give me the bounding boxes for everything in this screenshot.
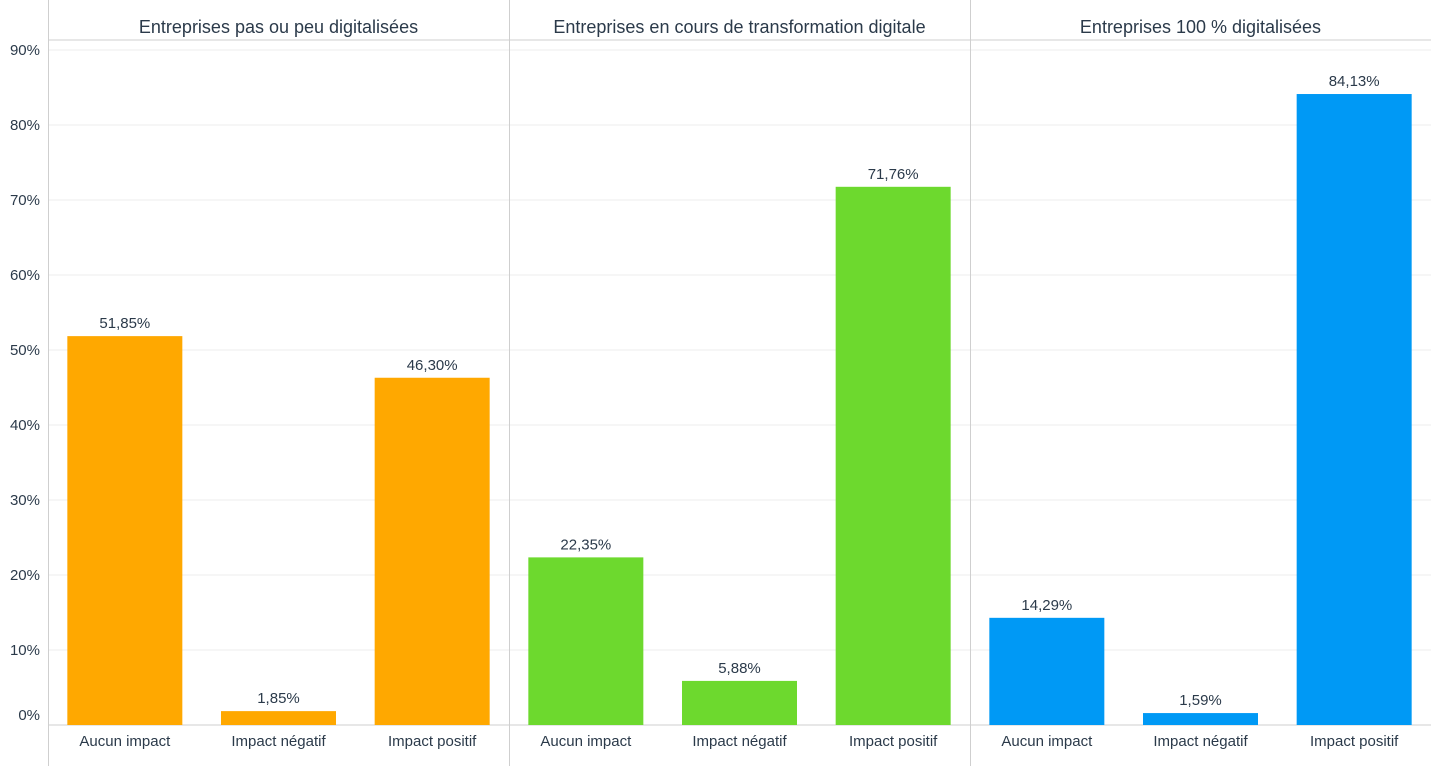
y-tick-label: 20%: [10, 567, 40, 584]
bar: [1143, 713, 1258, 725]
y-tick-label: 90%: [10, 42, 40, 59]
gridlines: [48, 49, 1431, 651]
y-tick-label: 0%: [18, 707, 40, 724]
data-label: 5,88%: [718, 660, 761, 677]
panel-title: Entreprises en cours de transformation d…: [553, 17, 925, 37]
bar: [221, 711, 336, 725]
category-label: Impact négatif: [692, 733, 787, 750]
bar: [989, 617, 1105, 725]
y-tick-label: 80%: [10, 117, 40, 134]
category-label: Aucun impact: [1001, 733, 1093, 750]
y-tick-label: 40%: [10, 417, 40, 434]
category-label: Impact positif: [849, 733, 938, 750]
bar: [1296, 94, 1412, 725]
data-label: 1,59%: [1179, 692, 1222, 709]
y-tick-label: 60%: [10, 267, 40, 284]
y-tick-label: 30%: [10, 492, 40, 509]
bar: [528, 557, 644, 725]
panel: Entreprises pas ou peu digitalisées 51,85…: [67, 17, 490, 750]
data-label: 71,76%: [868, 166, 919, 183]
panels: Entreprises pas ou peu digitalisées 51,85…: [67, 17, 1412, 750]
category-label: Impact positif: [388, 733, 477, 750]
y-axis: 0% 10% 20% 30% 40% 50% 60% 70% 80% 90%: [10, 42, 40, 724]
category-label: Aucun impact: [540, 733, 632, 750]
category-label: Impact positif: [1310, 733, 1399, 750]
bar: [67, 336, 183, 725]
panel: Entreprises en cours de transformation d…: [528, 17, 951, 750]
category-label: Aucun impact: [79, 733, 171, 750]
category-label: Impact négatif: [1153, 733, 1248, 750]
y-tick-label: 70%: [10, 192, 40, 209]
data-label: 1,85%: [257, 690, 300, 707]
data-label: 84,13%: [1329, 73, 1380, 90]
data-label: 46,30%: [407, 357, 458, 374]
y-tick-label: 10%: [10, 642, 40, 659]
bar: [835, 186, 951, 726]
bar: [682, 680, 797, 725]
panel: Entreprises 100 % digitalisées 14,29% Aucu…: [989, 17, 1412, 750]
data-label: 14,29%: [1021, 597, 1072, 614]
panel-title: Entreprises 100 % digitalisées: [1080, 17, 1321, 37]
bar: [374, 377, 490, 725]
data-label: 22,35%: [560, 536, 611, 553]
category-label: Impact négatif: [231, 733, 326, 750]
panel-frame: [48, 0, 1431, 766]
y-tick-label: 50%: [10, 342, 40, 359]
data-label: 51,85%: [99, 315, 150, 332]
panel-title: Entreprises pas ou peu digitalisées: [139, 17, 418, 37]
